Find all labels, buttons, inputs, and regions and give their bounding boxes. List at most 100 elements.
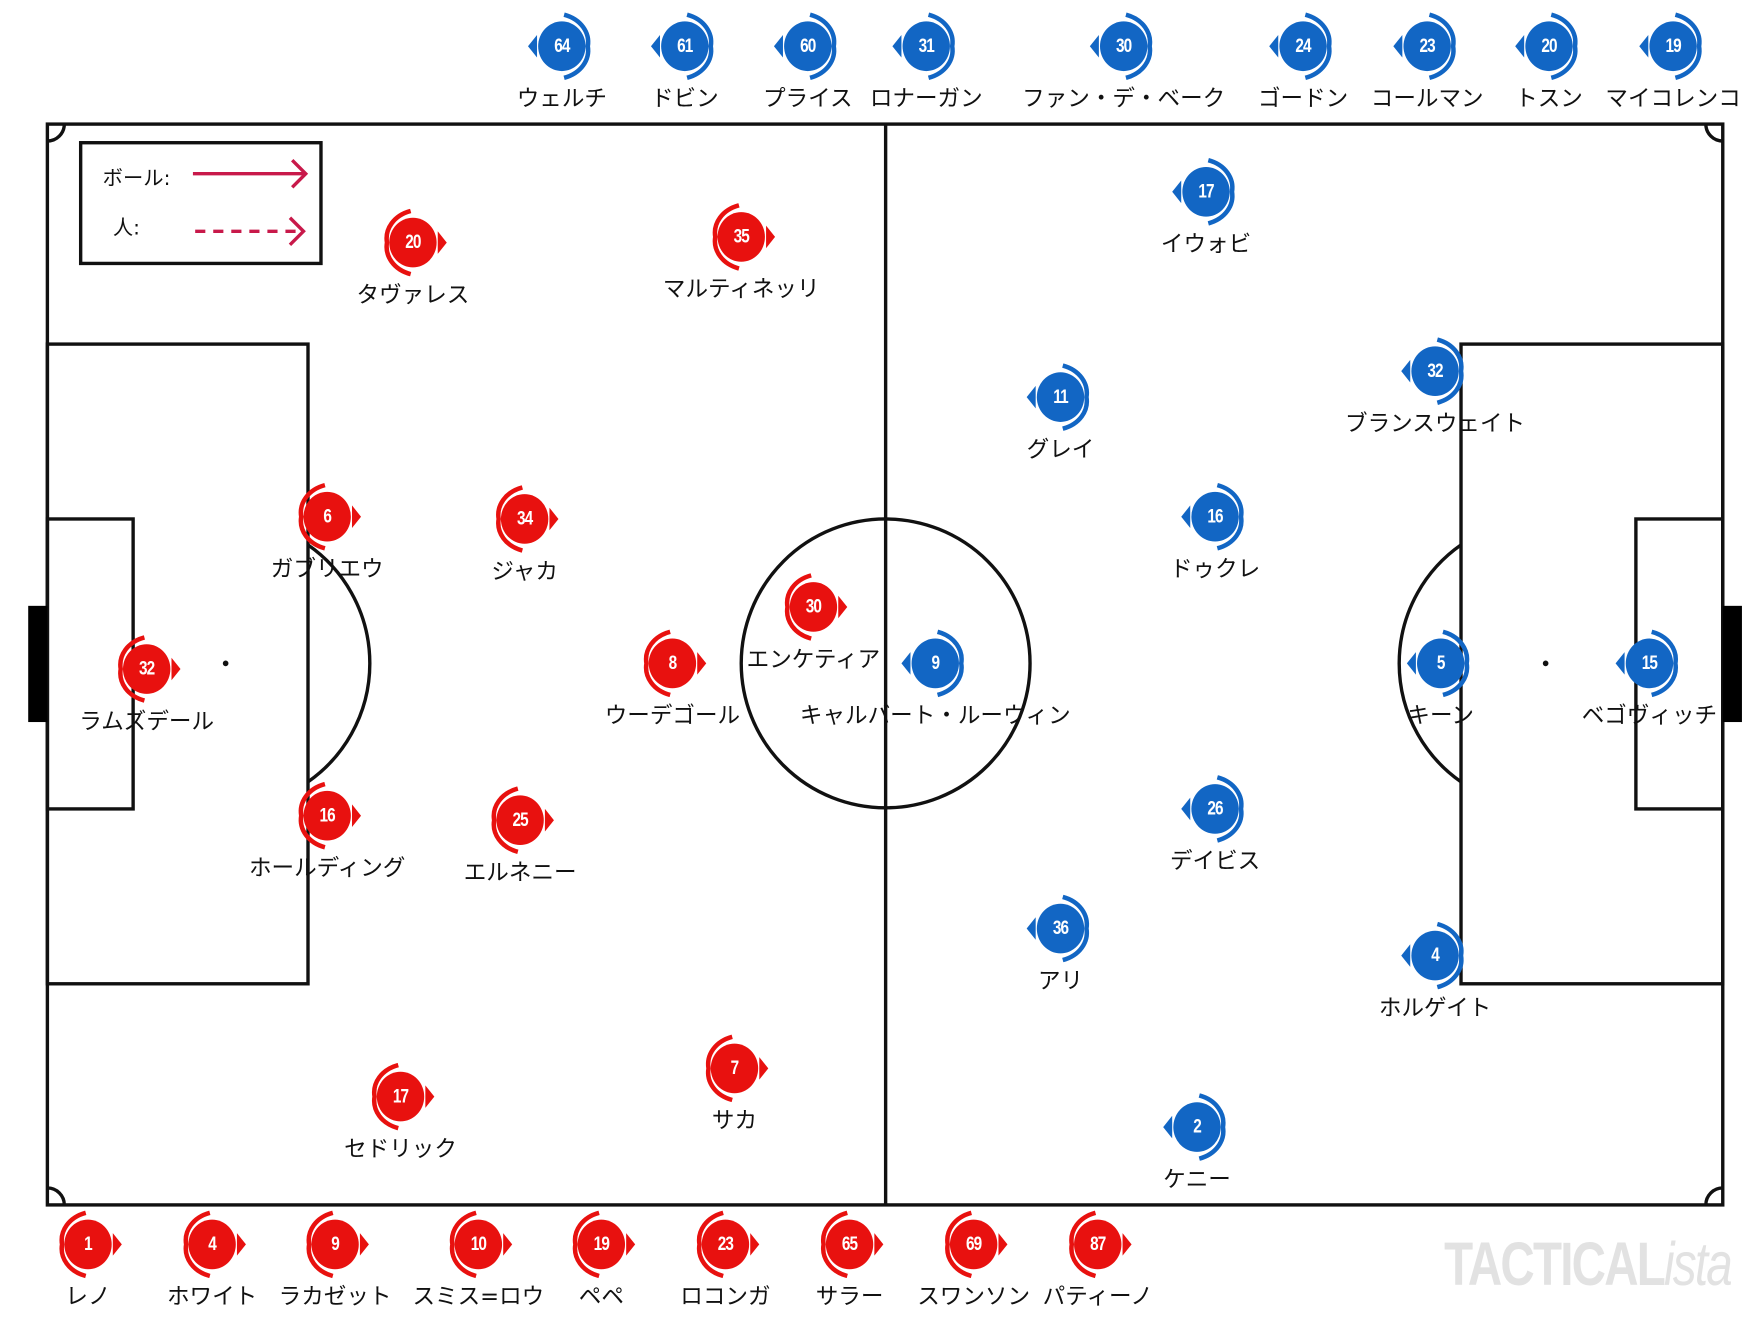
player-name: ガブリエウ: [270, 555, 384, 583]
player-circle: [902, 21, 950, 72]
direction-triangle: [351, 804, 362, 827]
away-player-token[interactable]: 19: [1634, 12, 1713, 81]
home-player-token[interactable]: 35: [702, 203, 781, 271]
away-player-token[interactable]: 2: [1158, 1093, 1237, 1161]
away-player-token[interactable]: 16: [1176, 482, 1255, 551]
orientation-arc: [945, 1210, 973, 1279]
player-number: 69: [965, 1233, 982, 1255]
away-player-token[interactable]: 5: [1401, 629, 1480, 698]
direction-triangle: [1026, 917, 1036, 940]
away-player-token[interactable]: 36: [1021, 894, 1100, 963]
orientation-arc: [496, 485, 524, 553]
player-circle: [1036, 372, 1085, 422]
player-circle: [648, 638, 697, 689]
player-number: 64: [554, 34, 570, 57]
player-number: 31: [918, 34, 935, 57]
legend-person-label: 人:: [112, 216, 140, 241]
player-number: 60: [800, 34, 816, 57]
player-circle: [500, 494, 549, 544]
orientation-arc: [1198, 1093, 1226, 1161]
player-name: ケニー: [1163, 1165, 1231, 1193]
player-marker-icon: [945, 1210, 1008, 1279]
player-name: ホルゲイト: [1378, 993, 1492, 1022]
direction-triangle: [112, 1233, 122, 1256]
home-player-token[interactable]: 9: [296, 1210, 375, 1279]
player-name: トスン: [1515, 84, 1583, 112]
away-player-token[interactable]: 31: [887, 12, 966, 81]
player-name: ドビン: [650, 84, 719, 112]
right-penalty-spot: [1542, 660, 1549, 667]
direction-triangle: [1515, 34, 1525, 58]
away-player-token[interactable]: 23: [1388, 12, 1467, 81]
player-name: ジャカ: [491, 557, 558, 585]
home-player-token[interactable]: 32: [107, 635, 186, 703]
player-name: エルネニー: [463, 858, 577, 886]
home-player-token[interactable]: 30: [774, 573, 853, 641]
player-marker-icon: [118, 635, 181, 703]
home-player-token[interactable]: 16: [288, 781, 367, 850]
home-player-token[interactable]: 4: [173, 1210, 252, 1279]
player-number: 6: [323, 505, 332, 527]
home-player-token[interactable]: 7: [695, 1034, 774, 1103]
away-player-token[interactable]: 15: [1610, 629, 1689, 698]
player-circle: [1074, 1219, 1122, 1270]
orientation-arc: [491, 786, 519, 854]
direction-triangle: [1172, 180, 1182, 204]
orientation-arc: [1304, 12, 1332, 81]
away-player-token[interactable]: 61: [645, 12, 724, 81]
orientation-arc: [384, 208, 412, 277]
home-player-token[interactable]: 19: [562, 1210, 641, 1279]
home-player-token[interactable]: 65: [810, 1210, 889, 1279]
direction-triangle: [1615, 652, 1625, 675]
home-player-token[interactable]: 8: [633, 629, 712, 698]
away-player-token[interactable]: 9: [896, 629, 975, 698]
player-number: 10: [470, 1233, 487, 1255]
direction-triangle: [359, 1233, 369, 1256]
direction-triangle: [901, 652, 911, 675]
home-player-token[interactable]: 87: [1058, 1210, 1137, 1279]
direction-triangle: [1406, 652, 1416, 675]
away-player-token[interactable]: 17: [1167, 158, 1246, 226]
away-player-token[interactable]: 24: [1264, 12, 1343, 81]
orientation-arc: [1550, 12, 1578, 81]
player-number: 11: [1053, 385, 1068, 408]
corner-arc: [1704, 1186, 1723, 1206]
home-player-token[interactable]: 34: [485, 485, 564, 553]
player-number: 61: [677, 34, 693, 57]
home-player-token[interactable]: 20: [373, 208, 452, 277]
direction-triangle: [1163, 1115, 1173, 1139]
away-player-token[interactable]: 32: [1396, 337, 1475, 405]
away-player-token[interactable]: 30: [1084, 12, 1163, 81]
player-circle: [1411, 930, 1459, 981]
away-player-token[interactable]: 20: [1510, 12, 1589, 81]
player-marker-icon: [1401, 921, 1464, 990]
home-player-token[interactable]: 6: [288, 482, 367, 551]
orientation-arc: [1442, 629, 1470, 698]
direction-triangle: [549, 507, 559, 531]
watermark-logo: TACTICALista: [1444, 1230, 1733, 1300]
home-player-token[interactable]: 1: [49, 1210, 128, 1279]
player-circle: [710, 1043, 759, 1094]
orientation-arc: [643, 629, 671, 698]
player-number: 34: [516, 507, 533, 530]
away-player-token[interactable]: 64: [522, 12, 601, 81]
player-circle: [577, 1219, 626, 1270]
away-player-token[interactable]: 4: [1396, 921, 1475, 990]
orientation-arc: [809, 12, 837, 81]
home-player-token[interactable]: 23: [686, 1210, 765, 1279]
home-player-token[interactable]: 25: [481, 786, 560, 854]
player-name: スワンソン: [917, 1282, 1031, 1310]
player-name: プライス: [762, 84, 853, 112]
home-player-token[interactable]: 69: [934, 1210, 1013, 1279]
player-marker-icon: [384, 208, 447, 277]
away-player-token[interactable]: 26: [1176, 775, 1255, 843]
home-player-token[interactable]: 10: [439, 1210, 518, 1279]
left-penalty-spot: [222, 660, 229, 667]
direction-triangle: [351, 505, 362, 528]
player-name: スミス=ロウ: [412, 1282, 545, 1310]
away-player-token[interactable]: 60: [768, 12, 847, 81]
home-player-token[interactable]: 17: [361, 1062, 440, 1131]
player-marker-icon: [449, 1210, 513, 1279]
away-player-token[interactable]: 11: [1021, 363, 1100, 431]
